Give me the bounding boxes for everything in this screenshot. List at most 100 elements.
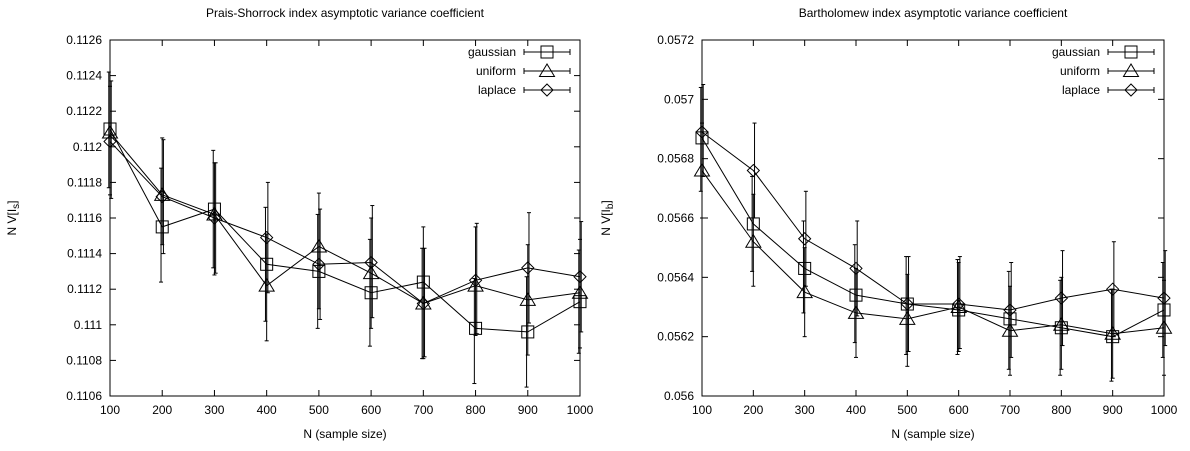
x-tick-label: 700 bbox=[1000, 403, 1020, 417]
y-tick-label: 0.0562 bbox=[657, 330, 694, 344]
data-point-diamond bbox=[1003, 303, 1017, 317]
x-tick-label: 500 bbox=[309, 403, 329, 417]
y-tick-label: 0.1126 bbox=[66, 33, 102, 47]
series-line bbox=[701, 170, 1165, 335]
data-point-diamond bbox=[573, 270, 587, 284]
series-laplace bbox=[695, 84, 1171, 358]
data-point-triangle bbox=[519, 291, 537, 306]
y-axis-label-main: N V[I bbox=[599, 209, 613, 236]
legend-marker-triangle bbox=[538, 63, 556, 77]
data-point-diamond bbox=[312, 257, 326, 271]
data-point-diamond bbox=[951, 297, 966, 311]
y-tick-label: 0.112 bbox=[73, 140, 102, 154]
legend-label-laplace: laplace bbox=[1062, 83, 1100, 97]
x-tick-label: 300 bbox=[204, 403, 224, 417]
x-tick-label: 200 bbox=[743, 403, 763, 417]
y-tick-label: 0.0568 bbox=[657, 152, 694, 166]
series-line bbox=[109, 132, 581, 304]
x-tick-label: 700 bbox=[413, 403, 433, 417]
legend-label-gaussian: gaussian bbox=[468, 45, 516, 59]
data-point-triangle bbox=[206, 206, 223, 221]
y-axis-label-end: ] bbox=[5, 200, 19, 203]
data-point-diamond bbox=[849, 261, 863, 276]
x-tick-label: 900 bbox=[1103, 403, 1123, 417]
y-axis-label-sub: s bbox=[11, 204, 22, 209]
x-tick-label: 400 bbox=[257, 403, 277, 417]
data-point-triangle bbox=[1001, 322, 1019, 337]
panel-prais-shorrock: Prais-Shorrock index asymptotic variance… bbox=[5, 6, 594, 441]
data-point-diamond bbox=[1054, 291, 1069, 305]
legend-marker-square bbox=[540, 45, 554, 59]
x-tick-label: 1000 bbox=[567, 403, 594, 417]
series-line bbox=[701, 137, 1165, 338]
series-laplace bbox=[103, 80, 587, 358]
y-tick-label: 0.057 bbox=[664, 92, 694, 106]
series-line bbox=[701, 131, 1165, 311]
data-point-triangle bbox=[898, 310, 916, 325]
y-tick-label: 0.056 bbox=[664, 389, 694, 403]
series-line bbox=[109, 141, 581, 305]
x-tick-label: 100 bbox=[100, 403, 120, 417]
data-point-triangle bbox=[744, 233, 762, 248]
data-point-diamond bbox=[259, 230, 274, 245]
chart-title: Prais-Shorrock index asymptotic variance… bbox=[206, 6, 485, 20]
y-tick-label: 0.1114 bbox=[67, 247, 102, 261]
data-point-triangle bbox=[258, 277, 276, 292]
x-tick-label: 900 bbox=[518, 403, 538, 417]
x-tick-label: 600 bbox=[949, 403, 969, 417]
x-tick-label: 1000 bbox=[1151, 403, 1178, 417]
y-axis-label-main: N V[I bbox=[5, 209, 19, 236]
data-point-diamond bbox=[746, 163, 761, 178]
legend-label-gaussian: gaussian bbox=[1052, 45, 1100, 59]
y-tick-label: 0.1106 bbox=[66, 389, 102, 403]
y-tick-label: 0.1108 bbox=[66, 353, 102, 367]
y-tick-label: 0.1122 bbox=[66, 104, 102, 118]
data-point-triangle bbox=[310, 238, 328, 253]
y-tick-label: 0.1118 bbox=[67, 175, 102, 189]
x-tick-label: 600 bbox=[361, 403, 381, 417]
data-point-diamond bbox=[416, 296, 431, 311]
data-point-diamond bbox=[207, 211, 222, 225]
data-point-triangle bbox=[101, 124, 119, 139]
data-point-diamond bbox=[155, 189, 169, 204]
data-point-diamond bbox=[521, 261, 535, 275]
data-point-diamond bbox=[900, 297, 915, 311]
data-point-triangle bbox=[362, 265, 380, 280]
plot-area: 100 200 300 400 500 600 700 800 900 1000 0.056 0.05… bbox=[657, 33, 1177, 417]
y-tick-label: 0.0566 bbox=[657, 211, 694, 225]
y-tick-label: 0.0572 bbox=[657, 33, 694, 47]
data-point-triangle bbox=[1052, 316, 1070, 331]
y-tick-label: 0.1116 bbox=[67, 211, 102, 225]
data-point-triangle bbox=[1104, 325, 1122, 340]
legend-marker-diamond bbox=[1124, 83, 1138, 97]
x-tick-label: 200 bbox=[152, 403, 172, 417]
data-point-diamond bbox=[797, 232, 812, 246]
y-axis-label: N V[Is] bbox=[5, 200, 22, 235]
data-point-triangle bbox=[1155, 319, 1173, 334]
x-tick-label: 800 bbox=[1051, 403, 1071, 417]
series-uniform bbox=[693, 122, 1173, 379]
legend-marker-triangle bbox=[1122, 63, 1140, 77]
panel-bartholomew: Bartholomew index asymptotic variance co… bbox=[599, 6, 1178, 441]
legend-label-laplace: laplace bbox=[478, 83, 516, 97]
data-point-diamond bbox=[1157, 291, 1171, 305]
legend-label-uniform: uniform bbox=[476, 64, 516, 78]
y-tick-label: 0.111 bbox=[74, 318, 103, 332]
data-point-triangle bbox=[571, 284, 589, 299]
y-axis-label-end: ] bbox=[599, 200, 613, 203]
legend-marker-square bbox=[1124, 45, 1138, 59]
series-gaussian bbox=[103, 71, 587, 388]
plot-area: 100 200 300 400 500 600 700 800 900 1000 0.1106 0.1… bbox=[66, 33, 593, 417]
chart-title: Bartholomew index asymptotic variance co… bbox=[799, 6, 1068, 20]
legend: gaussian uniform laplace bbox=[1052, 45, 1155, 97]
series-gaussian bbox=[695, 86, 1171, 382]
data-point-diamond bbox=[695, 125, 709, 139]
data-point-diamond bbox=[1105, 282, 1120, 296]
x-tick-label: 100 bbox=[692, 403, 712, 417]
y-tick-label: 0.1112 bbox=[67, 282, 102, 296]
x-tick-label: 800 bbox=[466, 403, 486, 417]
x-tick-label: 300 bbox=[795, 403, 815, 417]
legend-label-uniform: uniform bbox=[1060, 64, 1100, 78]
